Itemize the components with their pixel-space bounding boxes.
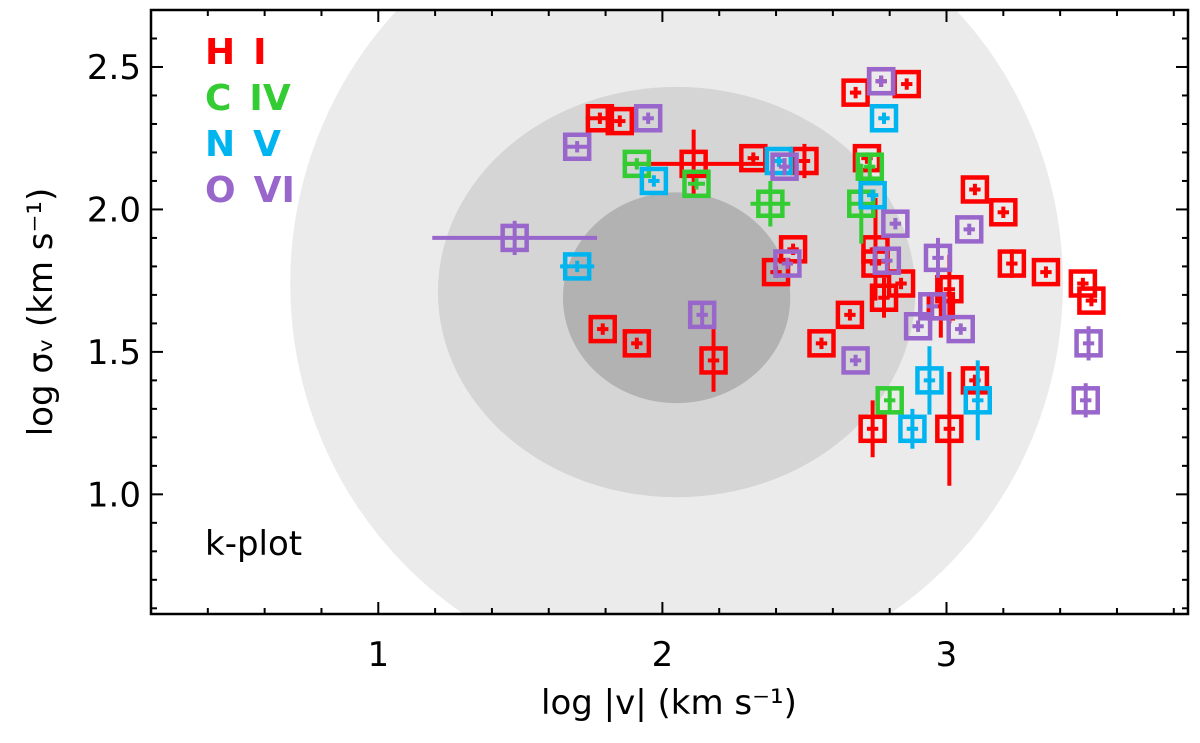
kinematics-scatter-chart: 1 2 3 1.0 1.5 2.0 2.5 log |v| (km s⁻¹) log σᵥ …	[0, 0, 1200, 743]
point-ovi-16	[1077, 326, 1101, 360]
point-hi-28	[1071, 272, 1095, 296]
legend: H I C IV N V O VI	[205, 32, 295, 211]
legend-entry-hi: H I	[205, 32, 267, 73]
region-inner	[563, 192, 790, 403]
point-ovi-17	[1074, 383, 1098, 417]
y-tick-label: 1.5	[87, 333, 141, 373]
y-tick-label: 2.5	[87, 48, 141, 88]
x-axis-label: log |v| (km s⁻¹)	[541, 683, 797, 723]
y-tick-label: 1.0	[87, 475, 141, 515]
y-axis-label: log σᵥ (km s⁻¹)	[21, 188, 61, 437]
x-tick-label: 1	[367, 635, 389, 675]
plot-annotation: k-plot	[205, 524, 302, 564]
x-tick-label: 2	[652, 635, 674, 675]
legend-entry-nv: N V	[205, 124, 281, 165]
y-tick-label: 2.0	[87, 190, 141, 230]
x-tick-label: 3	[936, 635, 958, 675]
legend-entry-ovi: O VI	[205, 170, 295, 211]
legend-entry-civ: C IV	[205, 78, 291, 119]
point-hi-29	[1079, 289, 1103, 313]
